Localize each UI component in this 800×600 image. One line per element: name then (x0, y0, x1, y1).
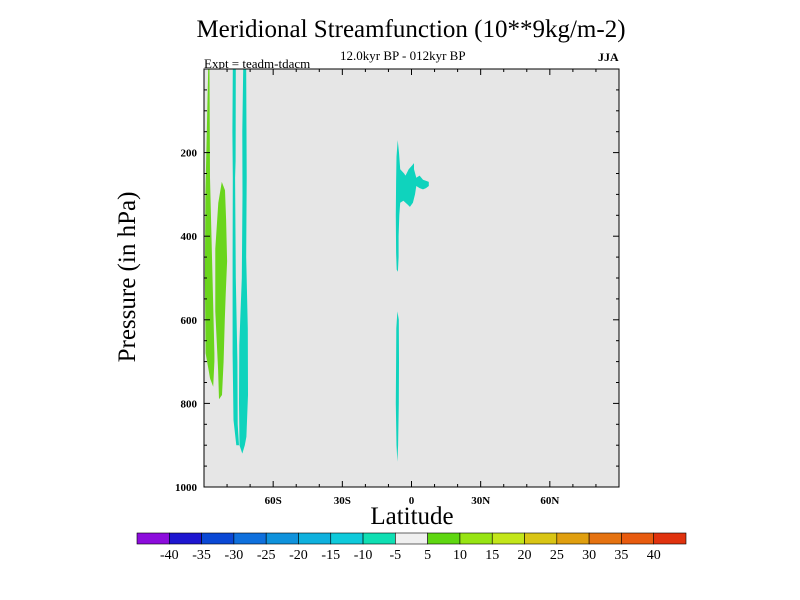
colorbar-box (524, 532, 558, 545)
y-tick-label: 200 (181, 148, 198, 160)
colorbar-label: -10 (354, 548, 373, 563)
colorbar-label: 5 (424, 548, 431, 563)
colorbar-box (168, 532, 202, 545)
colorbar-box (556, 532, 590, 545)
contour-regions (204, 69, 429, 462)
colorbar-box (395, 532, 428, 545)
colorbar-label: -40 (160, 548, 179, 563)
colorbar-box (427, 532, 461, 545)
contour-region (395, 140, 429, 272)
contour-region (395, 311, 399, 462)
y-tick-label: 400 (181, 231, 198, 243)
y-tick-label: 800 (181, 398, 198, 410)
chart-title: Meridional Streamfunction (10**9kg/m-2) (196, 16, 626, 43)
colorbar-box (265, 532, 299, 545)
y-tick-label: 600 (181, 315, 198, 327)
colorbar-label: 25 (550, 548, 564, 563)
contour-region (239, 69, 248, 454)
colorbar-box (136, 532, 170, 545)
chart-subtitle: 12.0kyr BP - 012kyr BP (340, 48, 466, 63)
colorbar-box (233, 532, 267, 545)
colorbar-box (330, 532, 364, 545)
y-tick-label: 1000 (175, 482, 198, 494)
colorbar-label: -15 (321, 548, 340, 563)
contour-region (204, 69, 215, 387)
colorbar-box (621, 532, 655, 545)
colorbar-box (588, 532, 622, 545)
x-tick-label: 30N (471, 495, 490, 507)
colorbar-label: -25 (257, 548, 276, 563)
colorbar-label: -35 (192, 548, 211, 563)
colorbar-box (653, 532, 687, 545)
colorbar-box (459, 532, 493, 545)
colorbar-label: -30 (225, 548, 244, 563)
colorbar-label: 35 (614, 548, 628, 563)
x-tick-label: 30S (334, 495, 351, 507)
contour-region (215, 181, 228, 400)
colorbar-box (201, 532, 235, 545)
x-tick-label: 60S (265, 495, 282, 507)
colorbar-label: 10 (453, 548, 467, 563)
colorbar-label: 15 (485, 548, 499, 563)
colorbar-label: 20 (518, 548, 532, 563)
colorbar-box (298, 532, 332, 545)
colorbar-box (362, 532, 396, 545)
colorbar-label: 30 (582, 548, 596, 563)
axes: 200 400 600 800 1000 60S 30S 0 30N 60N (175, 69, 619, 507)
colorbar-box (491, 532, 525, 545)
plot-frame (203, 68, 620, 488)
colorbar-label: 40 (647, 548, 661, 563)
colorbar: -40 -35 -30 -25 -20 -15 -10 -5 5 10 15 20 25 30 35 40 (136, 532, 687, 563)
x-tick-label: 60N (540, 495, 559, 507)
contour-region (232, 69, 239, 446)
colorbar-label: -5 (390, 548, 402, 563)
x-axis-label: Latitude (370, 503, 454, 530)
x-tick-label: 0 (409, 495, 415, 507)
colorbar-label: -20 (289, 548, 308, 563)
experiment-label: Expt = teadm-tdacm (204, 56, 311, 71)
plot-background (204, 69, 619, 487)
season-label: JJA (598, 50, 619, 64)
